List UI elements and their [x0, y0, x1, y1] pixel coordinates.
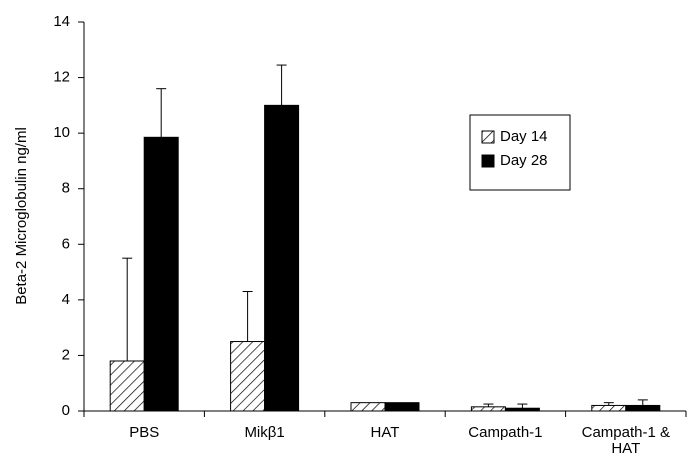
bar [350, 402, 386, 412]
x-tick-label: HAT [371, 424, 400, 441]
legend-swatch [481, 130, 495, 144]
x-tick-label: Campath-1 & HAT [582, 424, 670, 457]
bar [264, 104, 300, 412]
bar [470, 406, 506, 412]
y-tick-label: 8 [62, 180, 70, 197]
bar [230, 341, 266, 412]
y-tick-label: 6 [62, 235, 70, 252]
y-tick-label: 2 [62, 346, 70, 363]
y-tick-label: 12 [53, 69, 70, 86]
legend-box [469, 114, 571, 191]
y-tick-label: 4 [62, 291, 70, 308]
bar [109, 360, 145, 412]
legend-label: Day 28 [500, 152, 548, 169]
x-tick-label: PBS [129, 424, 159, 441]
legend-swatch [481, 154, 495, 168]
bar [625, 404, 661, 412]
y-tick-label: 14 [53, 13, 70, 30]
bar [591, 404, 627, 412]
y-axis-label: Beta-2 Microglobulin ng/ml [13, 127, 30, 305]
y-tick-label: 0 [62, 402, 70, 419]
y-tick-label: 10 [53, 124, 70, 141]
legend-label: Day 14 [500, 128, 548, 145]
x-tick-label: Campath-1 [468, 424, 542, 441]
bar [143, 136, 179, 412]
bar [384, 402, 420, 412]
x-tick-label: Mikβ1 [244, 424, 284, 441]
bar [504, 407, 540, 412]
